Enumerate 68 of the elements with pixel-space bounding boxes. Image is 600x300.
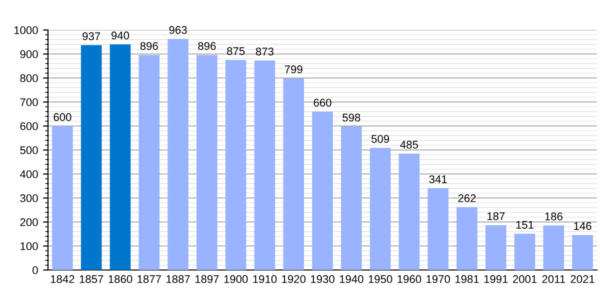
y-tick-label: 600 — [20, 122, 38, 130]
bar — [283, 78, 304, 270]
y-tick-label: 0 — [32, 266, 38, 274]
x-tick-label: 1960 — [398, 275, 422, 284]
bar — [52, 126, 73, 270]
x-tick-label: 1842 — [50, 275, 74, 284]
x-tick-label: 1950 — [368, 275, 392, 284]
x-tick-label: 2001 — [512, 275, 537, 284]
data-label: 151 — [516, 221, 534, 229]
bar — [428, 188, 448, 270]
x-tick-label: 1970 — [426, 275, 450, 284]
data-label: 896 — [198, 42, 216, 50]
y-tick-label: 800 — [20, 74, 38, 82]
bar — [80, 45, 102, 270]
bar — [196, 54, 218, 270]
bar — [370, 148, 391, 270]
data-label: 598 — [342, 114, 360, 122]
data-label: 187 — [487, 212, 505, 220]
y-tick-label: 400 — [20, 170, 38, 178]
data-label: 873 — [256, 48, 274, 56]
bar — [225, 60, 246, 270]
y-tick-label: 200 — [20, 218, 38, 226]
data-label: 600 — [54, 113, 72, 122]
x-tick-label: 1920 — [282, 275, 306, 284]
data-label: 875 — [227, 47, 245, 56]
y-tick-label: 500 — [20, 146, 38, 154]
x-tick-label: 1900 — [224, 275, 248, 284]
bar — [168, 38, 188, 270]
x-tick-label: 1910 — [253, 275, 277, 284]
bar — [340, 126, 362, 270]
data-label: 940 — [111, 32, 130, 40]
bar — [543, 225, 564, 270]
y-tick-label: 300 — [20, 194, 38, 202]
x-tick-label: 1897 — [195, 275, 219, 284]
x-tick-label: 1981 — [455, 275, 479, 284]
bar — [312, 112, 333, 270]
x-tick-label: 1887 — [166, 275, 190, 284]
bar — [110, 44, 131, 270]
x-tick-label: 1940 — [340, 275, 364, 284]
bar — [514, 234, 536, 270]
data-label: 485 — [400, 140, 418, 149]
x-tick-label: 1877 — [138, 275, 161, 284]
bar — [456, 207, 478, 270]
data-label: 341 — [429, 175, 447, 184]
bar — [572, 234, 593, 270]
x-tick-label: 1857 — [80, 275, 104, 284]
data-label: 186 — [545, 212, 562, 220]
data-label: 509 — [371, 135, 390, 143]
y-tick-label: 1000 — [14, 26, 38, 34]
x-tick-label: 2011 — [542, 275, 566, 284]
data-label: 660 — [314, 98, 332, 107]
data-label: 146 — [574, 222, 592, 230]
bar — [398, 154, 420, 270]
data-label: 896 — [140, 42, 158, 50]
data-label: 799 — [284, 65, 302, 74]
y-tick-label: 700 — [20, 98, 38, 106]
x-tick-label: 1991 — [484, 275, 508, 284]
data-label: 963 — [169, 26, 187, 34]
y-tick-label: 900 — [20, 50, 38, 58]
bar — [485, 225, 506, 270]
data-label: 262 — [458, 194, 476, 202]
data-label: 937 — [82, 32, 100, 40]
x-tick-label: 1930 — [310, 275, 334, 284]
x-tick-label: 2021 — [570, 275, 594, 284]
x-tick-label: 1860 — [108, 275, 132, 284]
bar — [254, 60, 276, 270]
y-tick-label: 100 — [20, 242, 38, 250]
bar — [138, 54, 160, 270]
